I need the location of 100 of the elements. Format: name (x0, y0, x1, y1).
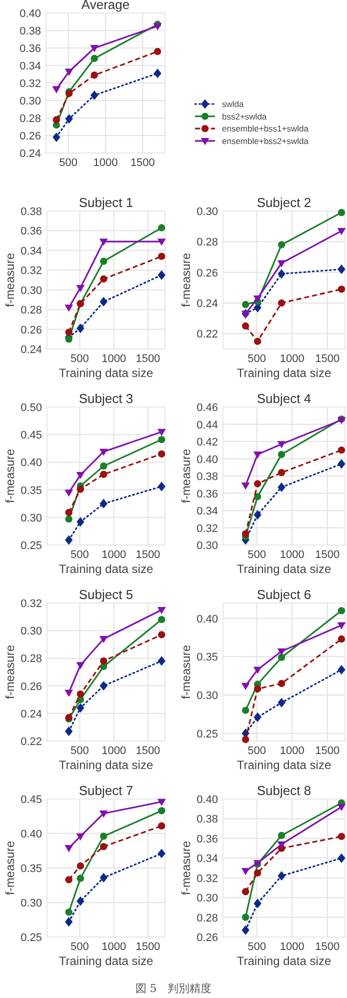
x-tick-label: 1000 (280, 353, 304, 365)
point (100, 498, 108, 508)
y-tick-label: 0.24 (20, 708, 42, 720)
point (337, 804, 346, 812)
point (52, 132, 60, 142)
point (76, 690, 84, 698)
chart-title: Subject 4 (256, 391, 312, 406)
x-tick-label: 1500 (136, 941, 160, 953)
y-tick-label: 0.30 (196, 540, 218, 552)
point (76, 833, 85, 840)
point (242, 888, 250, 896)
y-axis-title: f-measure (179, 840, 193, 896)
y-tick-label: 0.35 (20, 863, 42, 875)
point (242, 706, 250, 714)
point (157, 606, 166, 614)
point (90, 54, 98, 62)
y-tick-label: 0.35 (196, 652, 218, 664)
y-tick-label: 0.36 (196, 833, 218, 846)
point (65, 508, 72, 516)
point (277, 260, 286, 268)
x-axis-title: Training data size (236, 954, 332, 968)
point (253, 452, 262, 459)
y-tick-label: 0.32 (20, 78, 41, 90)
x-axis-title: Training data size (58, 562, 154, 576)
y-tick-label: 0.28 (20, 113, 41, 125)
point (278, 654, 286, 662)
y-tick-label: 0.38 (20, 206, 42, 218)
point (100, 258, 108, 265)
x-tick-label: 500 (70, 353, 89, 365)
y-tick-label: 0.40 (20, 8, 41, 20)
point (100, 657, 108, 665)
y-tick-label: 0.26 (20, 130, 41, 142)
point (242, 925, 250, 935)
point (242, 530, 250, 538)
y-tick-label: 0.32 (20, 598, 42, 610)
point (253, 295, 262, 303)
point (76, 284, 85, 292)
y-tick-label: 0.25 (20, 540, 42, 552)
point (338, 832, 346, 840)
y-tick-label: 0.28 (20, 304, 42, 317)
point (52, 86, 61, 94)
y-tick-label: 0.22 (196, 328, 218, 341)
y-axis-title: f-measure (3, 644, 17, 700)
y-tick-label: 0.24 (20, 344, 42, 356)
y-tick-label: 0.46 (196, 402, 218, 414)
y-tick-label: 0.26 (196, 267, 218, 280)
y-tick-label: 0.36 (20, 43, 41, 55)
x-tick-label: 1000 (280, 549, 304, 561)
point (253, 666, 262, 674)
x-tick-label: 1000 (280, 941, 304, 953)
y-tick-label: 0.38 (196, 814, 218, 826)
point (158, 224, 166, 232)
point (254, 898, 262, 908)
point (278, 450, 286, 458)
y-tick-label: 0.42 (196, 436, 218, 448)
point (99, 636, 108, 644)
y-tick-label: 0.32 (196, 522, 218, 535)
point (278, 680, 286, 688)
x-axis-title: Training data size (58, 954, 154, 968)
x-tick-label: 1000 (102, 745, 126, 757)
legend-label: swlda (222, 99, 244, 109)
y-tick-label: 0.34 (20, 60, 41, 72)
x-tick-label: 1500 (136, 353, 160, 365)
x-axis-title: Training data size (236, 562, 332, 576)
x-tick-label: 500 (248, 941, 266, 953)
point (277, 441, 286, 448)
point (158, 631, 166, 638)
legend-label: ensemble+bss1+swlda (222, 124, 309, 134)
point (158, 656, 166, 666)
y-tick-label: 0.34 (196, 506, 218, 518)
point (277, 841, 286, 849)
y-tick-label: 0.40 (196, 454, 218, 466)
y-tick-label: 0.36 (20, 226, 42, 238)
y-tick-label: 0.40 (196, 794, 218, 806)
x-tick-label: 1000 (93, 157, 118, 169)
x-tick-label: 1000 (280, 745, 304, 757)
x-tick-label: 500 (59, 157, 78, 169)
point (76, 662, 85, 670)
point (158, 482, 166, 492)
point (64, 917, 73, 927)
y-tick-label: 0.40 (20, 828, 42, 840)
x-tick-label: 1000 (102, 549, 126, 561)
point (254, 493, 262, 500)
point (100, 470, 108, 478)
point (157, 238, 166, 246)
x-tick-label: 500 (70, 549, 89, 561)
point (99, 448, 108, 456)
point (65, 876, 72, 884)
x-tick-label: 500 (248, 353, 266, 365)
x-tick-label: 1500 (315, 745, 340, 757)
point (65, 908, 72, 916)
point (64, 304, 74, 312)
x-tick-label: 1000 (102, 941, 126, 953)
x-axis-title: Training data size (58, 366, 154, 380)
y-tick-label: 0.30 (20, 284, 42, 297)
point (90, 90, 98, 100)
point (278, 468, 286, 476)
point (241, 482, 250, 490)
point (64, 845, 74, 852)
point (65, 336, 72, 343)
